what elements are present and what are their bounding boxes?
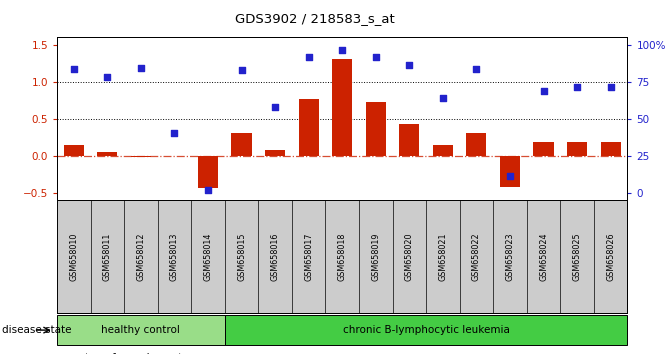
Text: GSM658012: GSM658012 (136, 232, 146, 281)
Point (68, 66, 79, 72)
Bar (332, 59, 352, 156)
Bar (433, 145, 453, 156)
Point (471, 66, 482, 72)
Text: GSM658025: GSM658025 (572, 232, 582, 281)
Point (605, 84, 616, 90)
Text: GSM658013: GSM658013 (170, 233, 179, 281)
Point (505, 173, 515, 179)
Text: GSM658018: GSM658018 (338, 233, 347, 281)
Point (404, 62, 415, 68)
Point (136, 65, 146, 70)
Text: transformed count: transformed count (85, 353, 182, 354)
Text: GSM658010: GSM658010 (69, 233, 79, 281)
Point (370, 54, 381, 60)
Text: GSM658017: GSM658017 (304, 232, 313, 281)
Bar (131, 156, 151, 157)
Point (236, 67, 247, 73)
Text: healthy control: healthy control (101, 325, 180, 335)
Point (203, 187, 213, 193)
Text: GSM658019: GSM658019 (371, 232, 380, 281)
Text: GDS3902 / 218583_s_at: GDS3902 / 218583_s_at (236, 12, 395, 25)
Bar (97, 152, 117, 156)
Bar (299, 99, 319, 156)
Point (538, 88, 549, 94)
Bar (466, 133, 486, 156)
Text: GSM658015: GSM658015 (237, 232, 246, 281)
Bar (567, 142, 587, 156)
Point (303, 54, 314, 60)
Text: GSM658014: GSM658014 (203, 233, 213, 281)
Bar (399, 124, 419, 156)
Text: GSM658016: GSM658016 (270, 233, 280, 281)
Point (169, 131, 180, 136)
Bar (198, 156, 218, 188)
Text: GSM658023: GSM658023 (505, 232, 515, 281)
Point (270, 105, 280, 110)
Bar (366, 102, 386, 156)
Text: chronic B-lymphocytic leukemia: chronic B-lymphocytic leukemia (343, 325, 509, 335)
Bar (500, 156, 520, 187)
Text: GSM658021: GSM658021 (438, 232, 448, 281)
Text: GSM658020: GSM658020 (405, 232, 414, 281)
Point (337, 48, 348, 53)
Text: GSM658011: GSM658011 (103, 233, 112, 281)
Bar (265, 150, 285, 156)
Bar (64, 145, 84, 156)
Point (437, 95, 448, 101)
Text: GSM658022: GSM658022 (472, 232, 481, 281)
Text: GSM658024: GSM658024 (539, 232, 548, 281)
Bar (533, 142, 554, 156)
Point (572, 84, 582, 90)
Bar (601, 142, 621, 156)
Text: disease state: disease state (2, 325, 72, 335)
Point (102, 74, 113, 80)
Text: GSM658026: GSM658026 (606, 232, 615, 281)
Bar (231, 133, 252, 156)
